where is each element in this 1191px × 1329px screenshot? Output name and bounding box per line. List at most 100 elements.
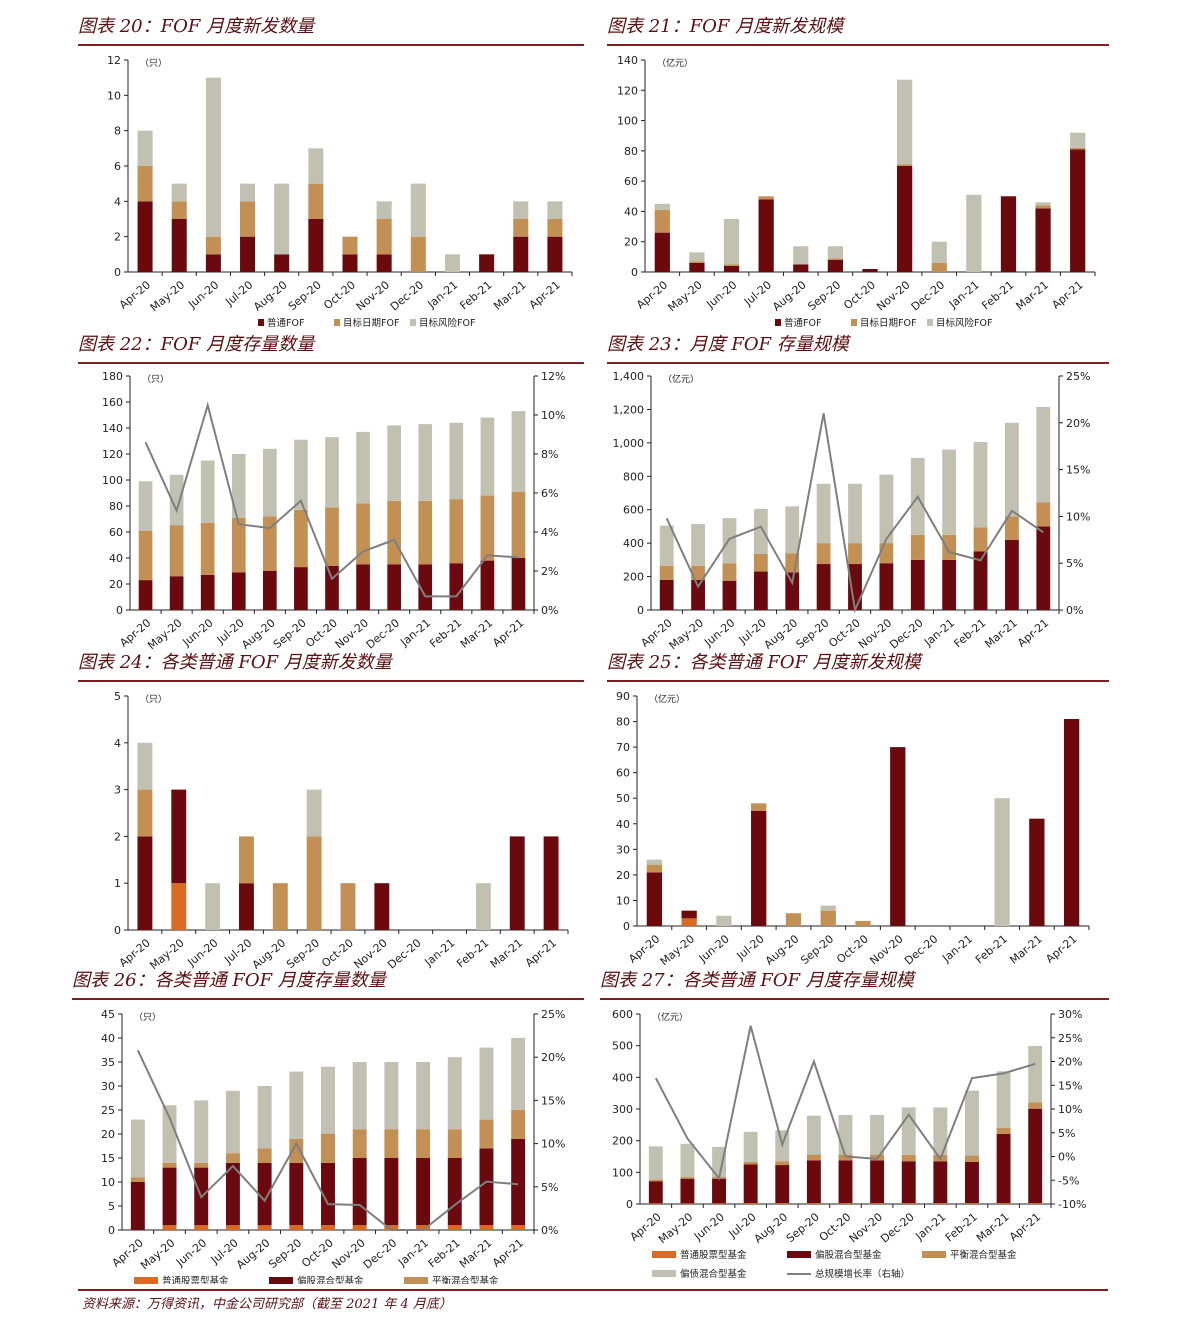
bar-segment (966, 194, 982, 272)
y2-tick-label: 25% (1066, 370, 1090, 383)
chart-common-fof-stock-scale: 0 100 200 300 400 500 600 （亿元） -10% -5% 0% 5% 10% 15%… (612, 1008, 1086, 1280)
x-tick-label: Dec-20 (361, 1236, 399, 1271)
y-tick-label: 20 (624, 236, 638, 249)
bar-segment (1028, 1102, 1043, 1109)
y-tick-label: 500 (612, 1040, 633, 1053)
bar-segment (806, 1203, 821, 1204)
y-tick-label: 160 (102, 396, 123, 409)
x-tick-label: Dec-20 (364, 616, 402, 651)
bar-segment (356, 564, 370, 610)
bar-segment (965, 1203, 979, 1204)
x-tick-label: Jun-20 (696, 932, 732, 965)
bar-segment (1028, 1203, 1043, 1204)
bar-segment (870, 1115, 885, 1155)
bar-segment (447, 1129, 462, 1158)
x-tick-label: Sep-20 (805, 278, 843, 313)
y2-tick-label: 0% (541, 604, 558, 617)
bar-segment (775, 1203, 790, 1204)
y2-tick-label: 5% (1066, 557, 1083, 570)
x-tick-label: Oct-20 (841, 278, 878, 312)
legend-swatch (787, 1251, 811, 1258)
bar-segment (1035, 202, 1051, 206)
x-tick-label: Mar-21 (491, 278, 528, 312)
bar-segment (648, 1179, 663, 1182)
x-tick-label: Jun-20 (184, 936, 220, 969)
bar-segment (743, 1203, 758, 1204)
x-tick-label: May-20 (658, 932, 697, 968)
bar-segment (289, 1138, 304, 1163)
bar-segment (447, 1057, 462, 1130)
y2-tick-label: 20% (541, 1051, 565, 1064)
bar-segment (289, 1225, 304, 1230)
bar-segment (376, 254, 392, 272)
title-rule (78, 362, 584, 364)
bar-segment (171, 789, 187, 884)
legend-swatch (927, 319, 933, 326)
bar-segment (901, 1161, 916, 1204)
x-tick-label: Feb-21 (973, 932, 1010, 966)
bar-segment (511, 1110, 526, 1139)
y-tick-label: 200 (612, 1135, 633, 1148)
bar-segment (418, 564, 433, 610)
bar-segment (910, 534, 925, 560)
bar-segment (480, 417, 495, 496)
bar-segment (449, 422, 464, 500)
x-tick-label: Nov-20 (847, 1210, 885, 1245)
legend-swatch (652, 1270, 676, 1277)
x-tick-label: Sep-20 (784, 1210, 822, 1245)
x-tick-label: Aug-20 (250, 936, 289, 970)
y2-tick-label: 10% (541, 409, 565, 422)
chart-panel: 图表 23：月度 FOF 存量规模 0 200 400 600 800 1,000 1,20… (607, 332, 1109, 652)
bar-segment (306, 789, 322, 837)
bar-segment (325, 437, 339, 508)
y2-tick-label: 5% (541, 1181, 558, 1194)
bar-segment (681, 910, 697, 919)
x-tick-label: Mar-21 (1014, 278, 1051, 312)
bar-segment (205, 77, 221, 237)
bar-segment (376, 219, 392, 255)
bar-segment (352, 1158, 367, 1226)
bar-segment (879, 474, 894, 544)
bar-segment (171, 183, 187, 202)
chart-title: 图表 27：各类普通 FOF 月度存量规模 (600, 970, 914, 991)
y-tick-label: 2 (114, 231, 121, 244)
bar-segment (200, 460, 215, 523)
x-tick-label: Dec-20 (902, 932, 940, 967)
bar-segment (775, 1165, 790, 1204)
title-rule (600, 998, 1109, 1000)
x-tick-label: Mar-21 (974, 1210, 1011, 1244)
bar-segment (870, 1203, 885, 1204)
y-tick-label: 200 (623, 571, 644, 584)
x-tick-label: Nov-20 (856, 616, 894, 651)
bar-segment (169, 576, 184, 610)
x-tick-label: Dec-20 (909, 278, 947, 313)
x-tick-label: Aug-20 (770, 278, 809, 313)
bar-segment (646, 864, 663, 873)
bar-segment (509, 836, 525, 930)
bar-segment (171, 883, 187, 930)
y2-tick-label: -10% (1058, 1198, 1086, 1211)
bar-segment (931, 262, 947, 272)
bar-segment (130, 1182, 145, 1230)
y-tick-label: 12 (107, 54, 121, 67)
bar-segment (848, 564, 862, 610)
bar-segment (806, 1160, 821, 1204)
bar-segment (169, 525, 184, 577)
bar-segment (239, 836, 254, 884)
x-tick-label: Oct-20 (817, 1210, 854, 1244)
unit-label: （只） (140, 58, 167, 69)
unit-label: （亿元） (652, 1011, 688, 1023)
x-tick-label: Oct-20 (299, 1236, 336, 1270)
bar-segment (162, 1167, 177, 1226)
y-tick-label: 0 (623, 920, 630, 933)
bar-segment (138, 580, 153, 610)
y-tick-label: 600 (612, 1008, 633, 1021)
bar-segment (659, 579, 674, 610)
y-tick-label: 400 (612, 1071, 633, 1084)
growth-line (144, 401, 519, 598)
chart-panel: 图表 27：各类普通 FOF 月度存量规模 0 100 200 300 400 500 60… (600, 968, 1109, 1284)
bar-segment (342, 236, 358, 255)
bar-segment (513, 236, 529, 272)
bar-segment (240, 201, 256, 237)
